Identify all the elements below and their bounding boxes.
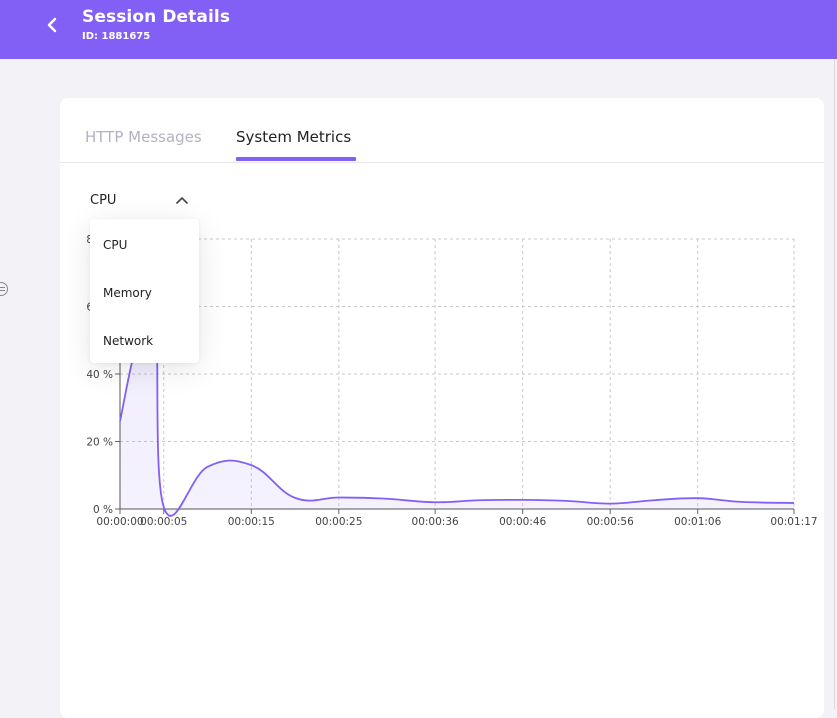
menu-item-network[interactable]: Network bbox=[90, 322, 199, 362]
menu-item-label: CPU bbox=[103, 238, 128, 252]
x-tick-label: 00:00:36 bbox=[412, 516, 459, 528]
menu-item-cpu[interactable]: CPU bbox=[90, 226, 199, 266]
chevron-up-icon bbox=[176, 197, 188, 204]
x-tick-label: 00:01:06 bbox=[674, 516, 721, 528]
y-tick-label: 40 % bbox=[86, 369, 113, 381]
x-tick-label: 00:00:25 bbox=[315, 516, 362, 528]
app-header: Session Details ID: 1881675 bbox=[0, 0, 837, 59]
chevron-left-icon bbox=[47, 17, 57, 33]
metric-select[interactable]: CPU bbox=[90, 192, 194, 212]
x-tick-label: 00:00:46 bbox=[499, 516, 546, 528]
divider bbox=[834, 59, 835, 709]
session-id: ID: 1881675 bbox=[82, 31, 151, 42]
list-icon[interactable] bbox=[0, 282, 8, 296]
y-tick-label: 20 % bbox=[86, 437, 113, 449]
x-tick-label: 00:00:00 bbox=[96, 516, 143, 528]
menu-item-label: Network bbox=[103, 334, 154, 348]
back-button[interactable] bbox=[40, 13, 64, 37]
tab-system-metrics[interactable]: System Metrics bbox=[236, 128, 352, 146]
tabs-divider bbox=[60, 162, 824, 163]
x-tick-label: 00:00:15 bbox=[228, 516, 275, 528]
series-area bbox=[120, 294, 794, 516]
y-tick-label: 0 % bbox=[93, 504, 113, 516]
x-tick-label: 00:00:05 bbox=[140, 516, 187, 528]
page-title: Session Details bbox=[82, 7, 231, 27]
x-tick-label: 00:00:56 bbox=[587, 516, 634, 528]
x-tick-label: 00:01:17 bbox=[770, 516, 817, 528]
menu-item-memory[interactable]: Memory bbox=[90, 274, 199, 314]
active-tab-indicator bbox=[236, 157, 356, 161]
tab-http-messages[interactable]: HTTP Messages bbox=[85, 128, 202, 146]
menu-item-label: Memory bbox=[103, 286, 152, 300]
metric-dropdown-menu: CPU Memory Network bbox=[90, 219, 199, 363]
metric-select-value: CPU bbox=[90, 193, 117, 208]
series-line bbox=[119, 293, 795, 517]
metrics-card: HTTP Messages System Metrics CPU 0 % 20 %… bbox=[60, 98, 824, 718]
